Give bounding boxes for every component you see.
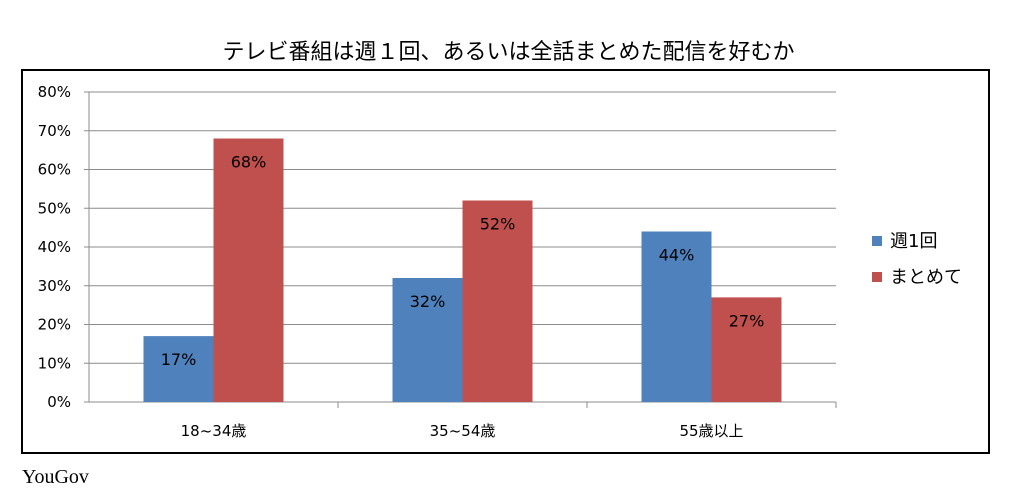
y-tick-label: 60% <box>38 161 71 179</box>
bar <box>462 200 533 402</box>
bar <box>392 278 463 402</box>
bar <box>143 336 214 402</box>
data-label: 27% <box>729 311 765 330</box>
x-category-label: 55歳以上 <box>679 422 743 440</box>
legend-swatch <box>872 272 882 282</box>
y-tick-label: 10% <box>38 354 71 372</box>
y-tick-label: 20% <box>38 316 71 334</box>
bar <box>213 138 284 402</box>
x-category-label: 18~34歳 <box>181 422 247 440</box>
x-category-label: 35~54歳 <box>430 422 496 440</box>
data-label: 32% <box>410 292 446 311</box>
data-label: 52% <box>480 215 516 234</box>
data-label: 44% <box>659 246 695 265</box>
data-label: 68% <box>231 153 267 172</box>
y-tick-label: 80% <box>38 83 71 101</box>
data-label: 17% <box>161 350 197 369</box>
y-tick-label: 40% <box>38 238 71 256</box>
bar <box>711 297 782 402</box>
legend-swatch <box>872 236 882 246</box>
source-label: YouGov <box>22 466 89 488</box>
legend-label: 週1回 <box>890 231 937 252</box>
y-tick-label: 30% <box>38 277 71 295</box>
y-tick-label: 0% <box>47 393 71 411</box>
y-tick-label: 50% <box>38 199 71 217</box>
legend-label: まとめて <box>890 267 962 288</box>
chart-title: テレビ番組は週１回、あるいは全話まとめた配信を好むか <box>222 40 795 65</box>
chart-frame <box>21 69 990 454</box>
bar <box>641 231 712 402</box>
y-tick-label: 70% <box>38 122 71 140</box>
